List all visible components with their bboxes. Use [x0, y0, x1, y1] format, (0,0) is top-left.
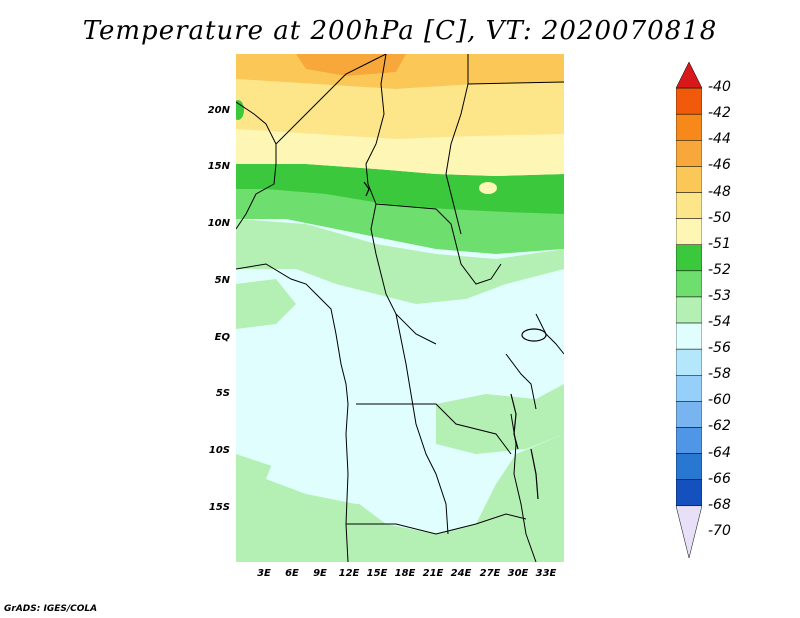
- lat-label-15n: 15N: [207, 161, 230, 172]
- border-3: [375, 203, 502, 285]
- map-panel: [236, 54, 564, 562]
- legend-cell: [676, 375, 702, 402]
- lon-label-3e: 3E: [257, 568, 271, 579]
- legend-arrow-top: [676, 62, 702, 89]
- field-minus44-patch: [296, 54, 406, 76]
- field-minus53-east: [436, 384, 564, 454]
- legend-label: -62: [708, 418, 731, 435]
- border-11: [505, 353, 537, 410]
- lat-label-15s: 15S: [208, 502, 230, 513]
- grads-credit: GrADS: IGES/COLA: [4, 604, 98, 614]
- legend-cell: [676, 322, 702, 350]
- border-2: [365, 54, 437, 345]
- lake-victoria: [521, 328, 547, 342]
- field-minus53-south: [236, 434, 564, 562]
- lon-label-6e: 6E: [285, 568, 299, 579]
- legend-label: -56: [708, 340, 731, 357]
- legend-cell: [676, 270, 702, 298]
- legend-label: -60: [708, 392, 731, 409]
- border-7: [356, 403, 512, 455]
- lon-label-27e: 27E: [479, 568, 501, 579]
- lon-label-15e: 15E: [366, 568, 388, 579]
- legend-cell: [676, 244, 702, 272]
- lon-label-24e: 24E: [450, 568, 472, 579]
- field-minus48: [236, 79, 564, 139]
- legend-label: -64: [708, 444, 731, 461]
- temperature-map: [236, 54, 564, 562]
- legend-label: -58: [708, 366, 731, 383]
- lat-label-10n: 10N: [207, 218, 230, 229]
- legend-label: -66: [708, 470, 731, 487]
- legend-label: -70: [708, 522, 731, 539]
- border-10: [535, 313, 564, 355]
- border-8: [346, 513, 527, 535]
- legend-label: -46: [708, 157, 731, 174]
- lon-label-12e: 12E: [338, 568, 360, 579]
- map-title: Temperature at 200hPa [C], VT: 202007081…: [82, 16, 718, 46]
- lake-malawi: [530, 448, 539, 500]
- coast-atlantic: [236, 263, 349, 562]
- legend-label: -50: [708, 209, 731, 226]
- field-minus51: [236, 164, 564, 214]
- color-legend: [676, 62, 702, 558]
- legend-cell: [676, 296, 702, 324]
- legend-cell: [676, 218, 702, 245]
- legend-cell: [676, 113, 702, 141]
- field-minus53-west: [236, 279, 296, 329]
- border-6: [395, 313, 449, 535]
- legend-cell: [676, 140, 702, 167]
- legend-label: -51: [708, 235, 731, 252]
- legend-label: -44: [708, 131, 731, 148]
- lake-chad: [363, 181, 370, 197]
- legend-label: -68: [708, 496, 731, 513]
- coast-west-africa: [236, 101, 277, 230]
- legend-cell: [676, 192, 702, 219]
- legend-arrow-bottom: [676, 505, 702, 558]
- lon-label-30e: 30E: [507, 568, 529, 579]
- legend-label: -54: [708, 314, 731, 331]
- legend-cell: [676, 479, 702, 507]
- lon-label-18e: 18E: [394, 568, 416, 579]
- legend-label: -53: [708, 287, 731, 304]
- lat-label-eq: EQ: [214, 332, 230, 343]
- border-5: [467, 81, 564, 85]
- legend-cell: [676, 166, 702, 193]
- legend-cell: [676, 401, 702, 428]
- lon-label-21e: 21E: [422, 568, 444, 579]
- field-minus52: [236, 174, 564, 254]
- legend-cell: [676, 427, 702, 454]
- lat-label-5n: 5N: [214, 275, 230, 286]
- field-minus54-patch: [266, 454, 406, 504]
- field-pocket: [479, 182, 497, 194]
- legend-label: -42: [708, 105, 731, 122]
- legend-label: -52: [708, 261, 731, 278]
- legend-cell: [676, 348, 702, 376]
- legend-cell: [676, 87, 702, 115]
- field-minus53-band: [236, 219, 564, 304]
- border-1: [275, 54, 387, 145]
- lake-tanganyika: [510, 393, 519, 450]
- legend-cell: [676, 453, 702, 480]
- lat-label-5s: 5S: [215, 388, 230, 399]
- lon-label-33e: 33E: [535, 568, 557, 579]
- legend-label: -40: [708, 79, 731, 96]
- lon-label-9e: 9E: [313, 568, 327, 579]
- lakes: [363, 181, 547, 500]
- field-minus50: [236, 129, 564, 176]
- field-green-spot: [236, 100, 244, 120]
- lat-label-20n: 20N: [207, 105, 230, 116]
- legend-label: -48: [708, 183, 731, 200]
- lat-label-10s: 10S: [208, 445, 230, 456]
